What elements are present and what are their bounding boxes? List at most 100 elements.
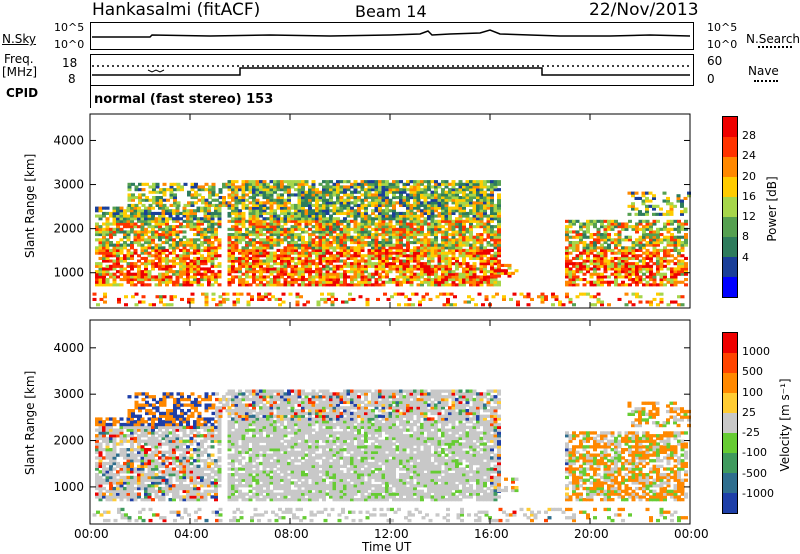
data-cell — [404, 295, 408, 299]
data-cell — [95, 492, 99, 496]
data-cell — [126, 486, 131, 491]
data-cell — [325, 182, 330, 186]
data-cell — [600, 278, 604, 282]
data-cell — [593, 225, 597, 229]
data-cell — [455, 238, 459, 242]
colorbar-tick-label: 8 — [742, 230, 749, 244]
data-cell — [648, 191, 653, 195]
data-cell — [427, 275, 431, 279]
data-cell — [262, 182, 267, 186]
data-cell — [283, 209, 288, 213]
data-cell — [266, 190, 270, 194]
data-cell — [255, 230, 260, 234]
data-cell — [462, 198, 466, 202]
data-cell — [200, 254, 204, 258]
data-cell — [109, 431, 113, 435]
data-cell — [315, 225, 319, 229]
data-cell — [162, 303, 167, 307]
data-cell — [297, 188, 302, 192]
data-cell — [248, 238, 253, 242]
data-cell — [451, 246, 456, 250]
data-cell — [214, 206, 218, 210]
data-cell — [105, 280, 110, 284]
data-cell — [490, 206, 494, 210]
data-cell — [680, 202, 684, 206]
data-cell — [119, 251, 124, 255]
data-cell — [159, 295, 163, 299]
data-cell — [670, 241, 674, 245]
data-cell — [231, 182, 235, 186]
data-cell — [155, 198, 160, 202]
data-cell — [172, 219, 176, 223]
data-cell — [476, 238, 480, 242]
data-cell — [290, 275, 295, 279]
data-cell — [353, 185, 358, 189]
data-cell — [137, 225, 141, 229]
data-cell — [109, 254, 113, 258]
data-cell — [257, 297, 261, 301]
data-cell — [147, 235, 152, 239]
data-cell — [144, 495, 148, 499]
data-cell — [217, 254, 222, 258]
data-cell — [287, 219, 291, 223]
data-cell — [301, 238, 305, 242]
data-cell — [231, 243, 235, 247]
data-cell — [179, 248, 183, 252]
data-cell — [364, 206, 368, 210]
data-cell — [617, 251, 622, 255]
data-cell — [276, 238, 281, 242]
data-cell — [490, 233, 494, 237]
data-cell — [98, 475, 103, 480]
data-cell — [371, 188, 375, 192]
data-cell — [193, 243, 197, 247]
data-cell — [145, 196, 149, 200]
data-cell — [119, 219, 124, 223]
data-cell — [378, 225, 382, 229]
data-cell — [308, 209, 312, 213]
data-cell — [210, 270, 215, 274]
data-cell — [325, 230, 330, 234]
data-cell — [416, 233, 421, 237]
data-cell — [241, 262, 246, 266]
data-cell — [677, 280, 681, 284]
data-cell — [311, 190, 316, 194]
data-cell — [241, 238, 246, 242]
data-cell — [130, 456, 134, 460]
data-cell — [252, 180, 256, 184]
data-cell — [252, 219, 256, 223]
data-cell — [462, 283, 466, 287]
data-cell — [388, 246, 393, 250]
data-cell — [276, 217, 281, 221]
data-cell — [406, 201, 410, 205]
data-cell — [207, 280, 211, 284]
data-cell — [652, 194, 656, 198]
data-cell — [301, 259, 305, 263]
data-cell — [172, 246, 176, 250]
data-cell — [479, 254, 484, 258]
data-cell — [322, 275, 326, 279]
data-cell — [168, 217, 173, 221]
data-cell — [325, 283, 330, 287]
data-cell — [385, 243, 389, 247]
data-cell — [374, 278, 379, 282]
data-cell — [231, 185, 235, 189]
data-cell — [490, 254, 494, 258]
data-cell — [413, 272, 417, 276]
data-cell — [290, 233, 295, 237]
data-cell — [137, 267, 141, 271]
data-cell — [204, 303, 209, 307]
data-cell — [374, 267, 379, 271]
data-cell — [248, 182, 253, 186]
data-cell — [649, 233, 653, 237]
data-cell — [617, 248, 622, 252]
data-cell — [127, 185, 132, 189]
data-cell — [161, 256, 166, 260]
data-cell — [469, 203, 473, 207]
data-cell — [105, 481, 110, 485]
data-cell — [638, 241, 643, 245]
data-cell — [659, 256, 664, 260]
data-cell — [304, 222, 309, 226]
data-cell — [448, 211, 452, 215]
data-cell — [399, 280, 403, 284]
data-cell — [147, 439, 152, 443]
